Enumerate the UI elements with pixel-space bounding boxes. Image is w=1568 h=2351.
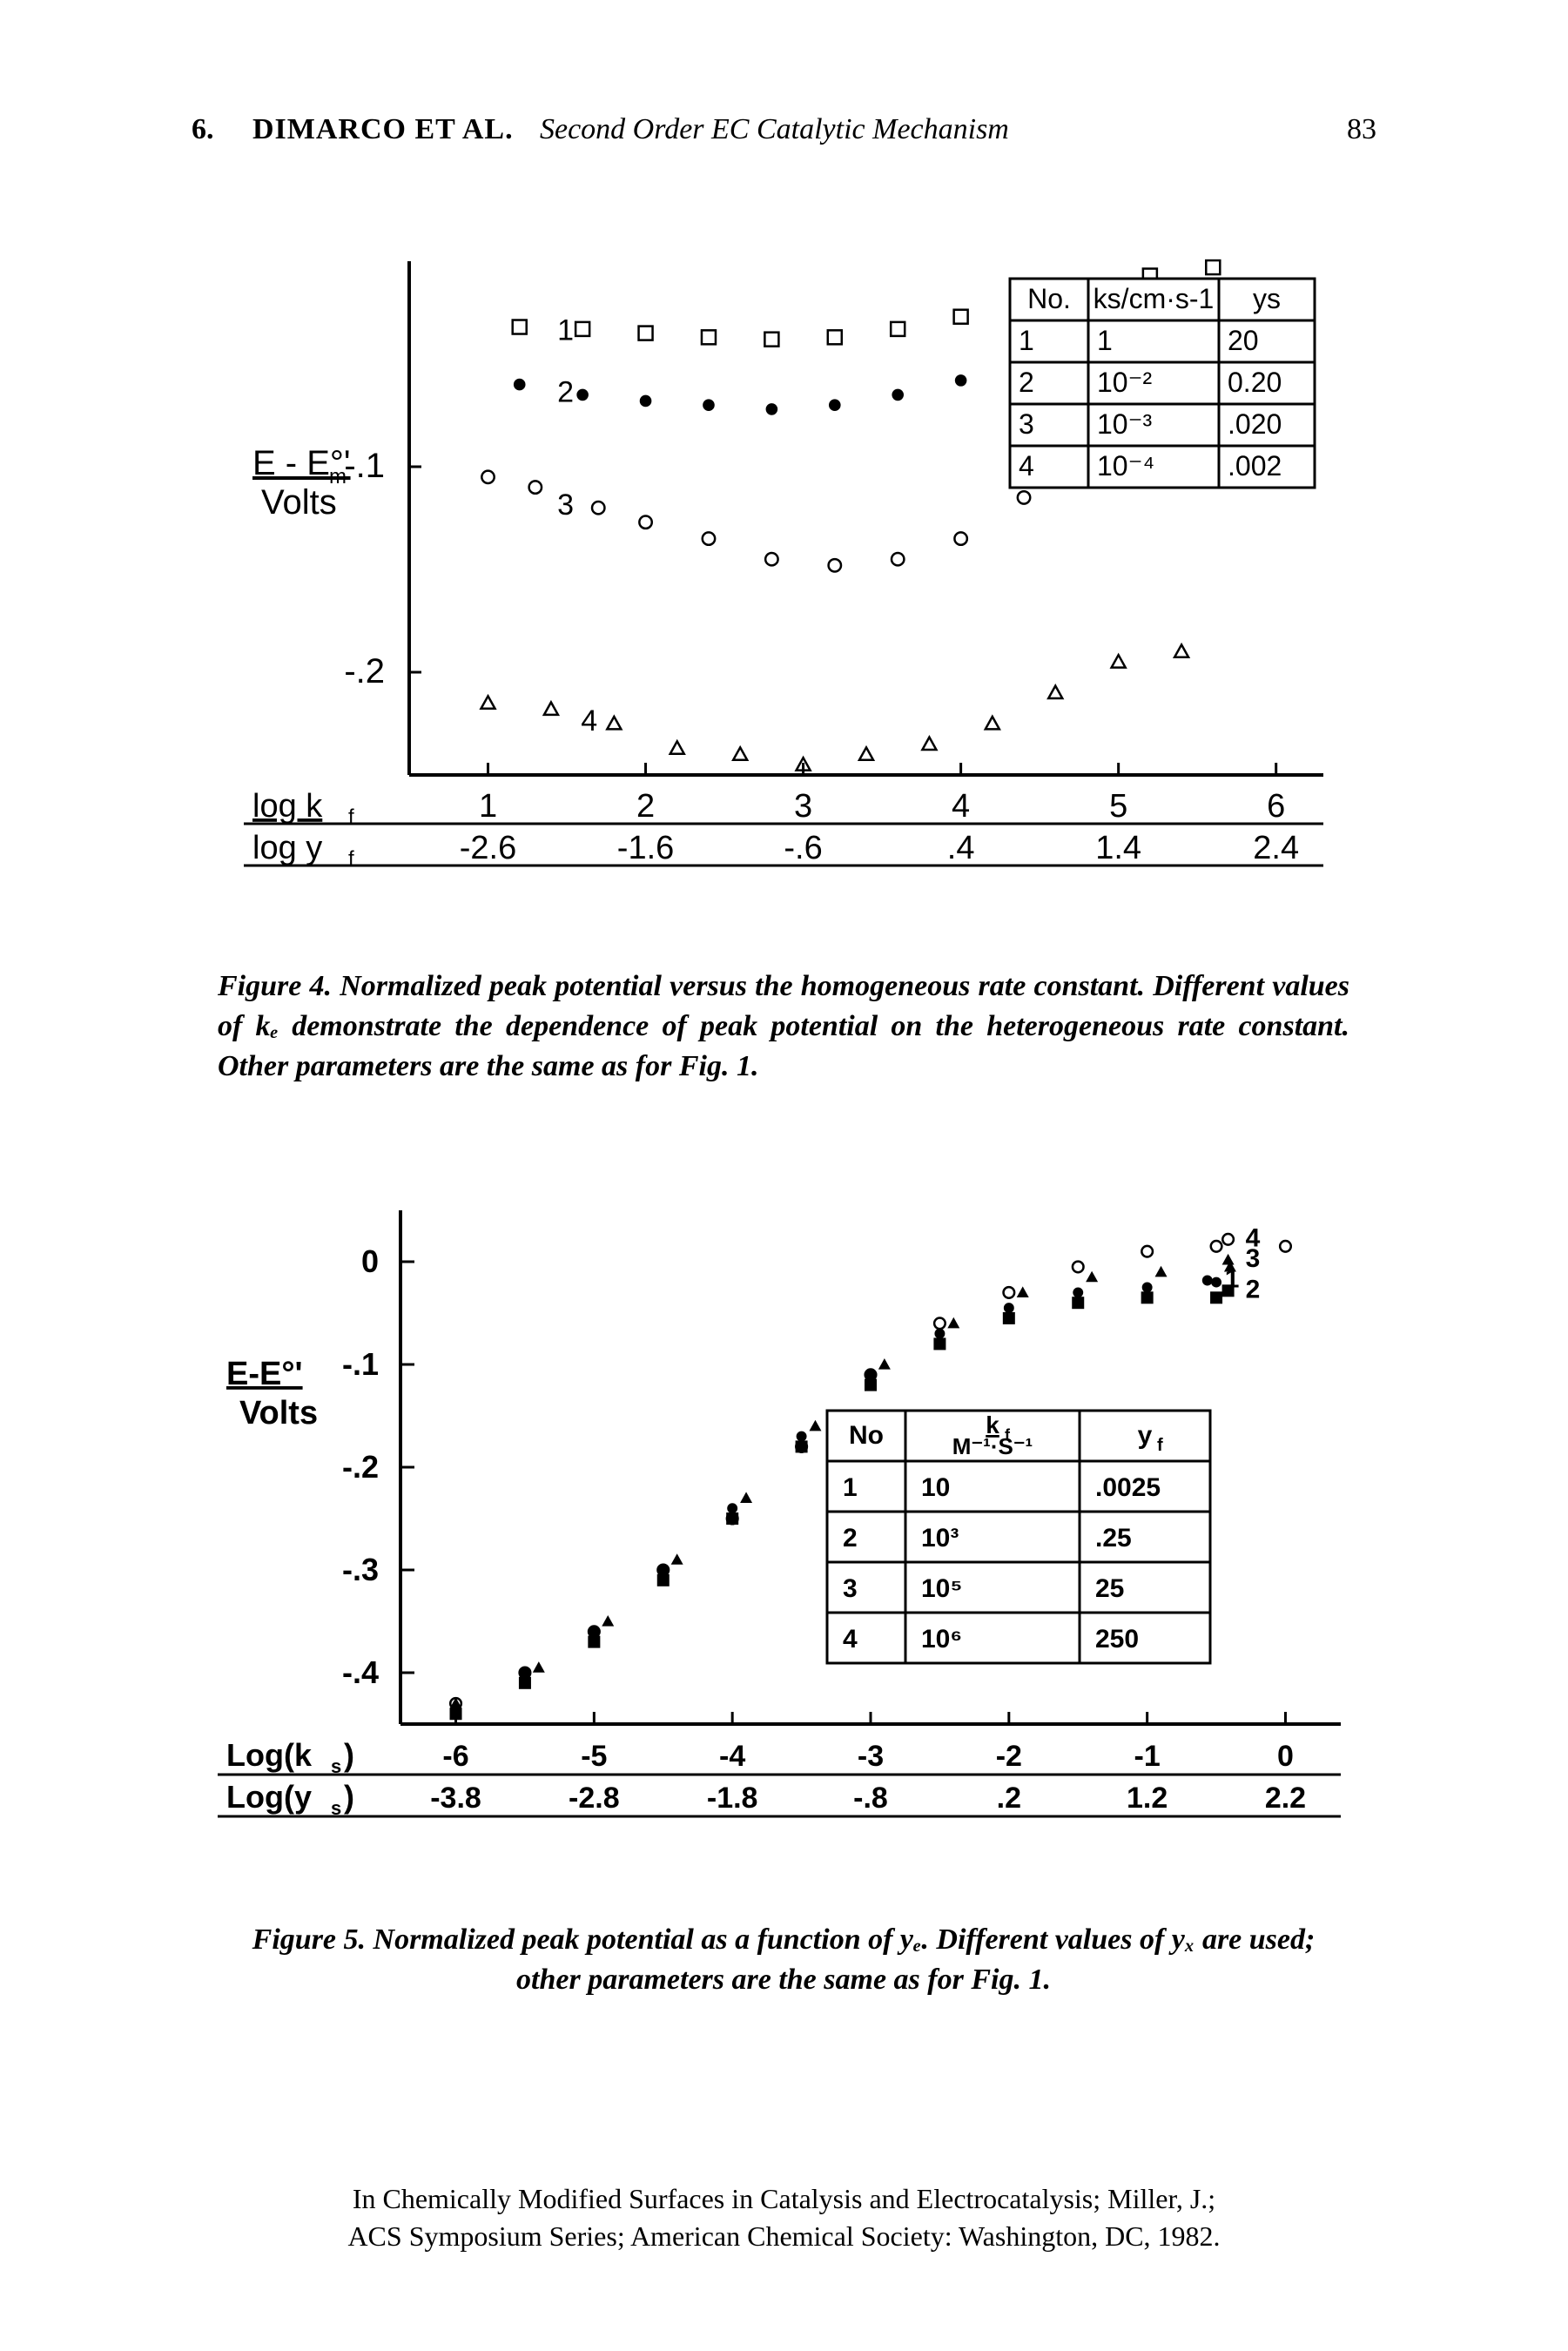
svg-text:-1.8: -1.8	[707, 1782, 758, 1815]
figure-5-chart: 0-.1-.2-.3-.4E-E°'Volts4312NokfM⁻¹·S⁻¹yf…	[200, 1184, 1367, 1872]
svg-text:10⁻²: 10⁻²	[1097, 367, 1152, 398]
svg-text:2: 2	[636, 788, 655, 825]
svg-text:ys: ys	[1253, 283, 1281, 314]
svg-text:2: 2	[1019, 367, 1034, 398]
svg-text:-4: -4	[719, 1740, 745, 1773]
svg-text:-.2: -.2	[342, 1449, 379, 1485]
svg-text:0.20: 0.20	[1228, 367, 1282, 398]
svg-text:y: y	[1138, 1421, 1153, 1450]
svg-text:1: 1	[1097, 325, 1113, 356]
svg-text:2: 2	[1246, 1275, 1261, 1303]
svg-text:-2.8: -2.8	[569, 1782, 620, 1815]
svg-text:3: 3	[557, 488, 574, 522]
svg-text:.020: .020	[1228, 408, 1282, 440]
svg-text:E-E°': E-E°'	[226, 1356, 303, 1392]
svg-text:0: 0	[1277, 1740, 1294, 1773]
svg-text:3: 3	[1246, 1244, 1261, 1273]
svg-text:log y: log y	[252, 830, 322, 866]
page-number: 83	[1347, 113, 1376, 146]
svg-text:f: f	[348, 805, 354, 829]
svg-text:-6: -6	[442, 1740, 468, 1773]
svg-text:10⁶: 10⁶	[921, 1625, 962, 1654]
svg-text:4: 4	[581, 704, 597, 738]
svg-text:M⁻¹·S⁻¹: M⁻¹·S⁻¹	[952, 1433, 1033, 1459]
svg-text:4: 4	[843, 1625, 858, 1654]
svg-text:2: 2	[843, 1524, 858, 1553]
svg-text:-.3: -.3	[342, 1552, 379, 1587]
svg-text:-.4: -.4	[342, 1654, 379, 1690]
svg-text:Volts: Volts	[239, 1395, 318, 1431]
svg-text:Log(y: Log(y	[226, 1779, 312, 1815]
svg-text:-3: -3	[858, 1740, 884, 1773]
svg-text:1: 1	[843, 1473, 858, 1502]
svg-text:4: 4	[952, 788, 970, 825]
svg-text:2.2: 2.2	[1265, 1782, 1306, 1815]
svg-text:25: 25	[1095, 1574, 1124, 1603]
footer-line-2: ACS Symposium Series; American Chemical …	[0, 2218, 1568, 2255]
svg-text:3: 3	[843, 1574, 858, 1603]
svg-text:0: 0	[361, 1243, 379, 1279]
svg-text:f: f	[348, 847, 354, 871]
svg-text:.0025: .0025	[1095, 1473, 1161, 1502]
svg-text:No.: No.	[1027, 283, 1071, 314]
svg-text:Log(k: Log(k	[226, 1737, 313, 1773]
svg-text:1: 1	[479, 788, 497, 825]
svg-text:1.4: 1.4	[1095, 830, 1141, 866]
svg-text:10⁻³: 10⁻³	[1097, 408, 1152, 440]
svg-text:.25: .25	[1095, 1524, 1132, 1553]
svg-text:ks/cm·s-1: ks/cm·s-1	[1094, 283, 1215, 314]
svg-text:): )	[344, 1779, 354, 1815]
svg-text:.002: .002	[1228, 450, 1282, 482]
svg-text:Volts: Volts	[261, 483, 337, 522]
svg-text:f: f	[1157, 1436, 1163, 1455]
svg-text:log k: log k	[252, 788, 323, 825]
svg-text:4: 4	[1019, 450, 1034, 482]
svg-text:.2: .2	[997, 1782, 1021, 1815]
svg-text:s: s	[331, 1755, 341, 1777]
svg-text:-.1: -.1	[342, 1346, 379, 1382]
svg-text:-1.6: -1.6	[617, 830, 674, 866]
svg-text:-2.6: -2.6	[460, 830, 516, 866]
svg-text:1.2: 1.2	[1127, 1782, 1168, 1815]
svg-text:2.4: 2.4	[1253, 830, 1299, 866]
svg-text:1: 1	[557, 314, 574, 347]
svg-text:20: 20	[1228, 325, 1259, 356]
svg-text:1: 1	[1019, 325, 1034, 356]
svg-text:10⁵: 10⁵	[921, 1574, 962, 1603]
svg-text:-1: -1	[1134, 1740, 1161, 1773]
svg-text:6: 6	[1267, 788, 1285, 825]
svg-text:10⁻⁴: 10⁻⁴	[1097, 450, 1154, 482]
figure-4-chart: -.2-.1E - E°'mVolts4321No.ks/cm·s-1ys112…	[226, 244, 1341, 914]
chapter-title: Second Order EC Catalytic Mechanism	[540, 113, 1009, 146]
svg-text:s: s	[331, 1797, 341, 1819]
svg-text:): )	[344, 1737, 354, 1773]
svg-text:-5: -5	[581, 1740, 607, 1773]
figure-4-caption: Figure 4. Normalized peak potential vers…	[218, 967, 1349, 1087]
svg-text:-.2: -.2	[344, 652, 385, 690]
chapter-num: 6.	[192, 113, 214, 146]
svg-text:No: No	[849, 1421, 884, 1450]
svg-text:-.8: -.8	[853, 1782, 888, 1815]
figure-5-caption: Figure 5. Normalized peak potential as a…	[218, 1920, 1349, 2000]
svg-text:-2: -2	[996, 1740, 1022, 1773]
svg-text:250: 250	[1095, 1625, 1139, 1654]
svg-text:5: 5	[1109, 788, 1127, 825]
svg-text:3: 3	[794, 788, 812, 825]
svg-text:10³: 10³	[921, 1524, 959, 1553]
svg-text:10: 10	[921, 1473, 950, 1502]
footer-line-1: In Chemically Modified Surfaces in Catal…	[0, 2180, 1568, 2218]
authors: DIMARCO ET AL.	[252, 113, 514, 146]
svg-text:2: 2	[557, 375, 574, 408]
svg-text:.4: .4	[947, 830, 975, 866]
svg-text:-.6: -.6	[784, 830, 822, 866]
svg-text:-3.8: -3.8	[430, 1782, 481, 1815]
svg-text:3: 3	[1019, 408, 1034, 440]
book-footer: In Chemically Modified Surfaces in Catal…	[0, 2180, 1568, 2255]
